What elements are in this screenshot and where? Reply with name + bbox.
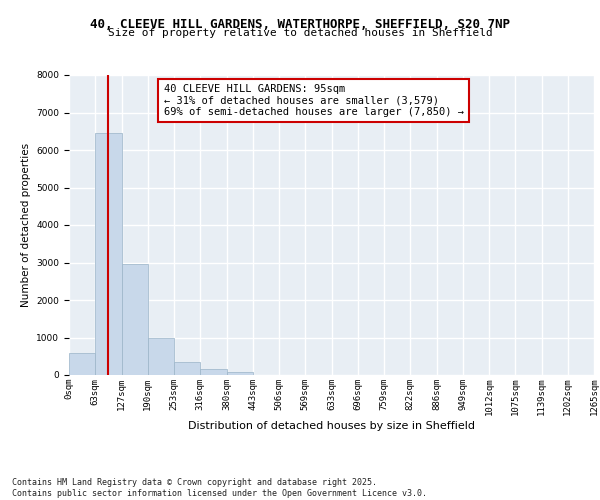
Text: 40, CLEEVE HILL GARDENS, WATERTHORPE, SHEFFIELD, S20 7NP: 40, CLEEVE HILL GARDENS, WATERTHORPE, SH…	[90, 18, 510, 30]
Bar	[200, 369, 227, 375]
Bar	[148, 338, 174, 375]
Text: 40 CLEEVE HILL GARDENS: 95sqm
← 31% of detached houses are smaller (3,579)
69% o: 40 CLEEVE HILL GARDENS: 95sqm ← 31% of d…	[163, 84, 464, 117]
Bar	[174, 362, 200, 375]
X-axis label: Distribution of detached houses by size in Sheffield: Distribution of detached houses by size …	[188, 421, 475, 431]
Bar	[121, 264, 148, 375]
Bar	[95, 133, 121, 375]
Y-axis label: Number of detached properties: Number of detached properties	[21, 143, 31, 307]
Bar	[227, 372, 253, 375]
Bar	[69, 352, 95, 375]
Text: Size of property relative to detached houses in Sheffield: Size of property relative to detached ho…	[107, 28, 493, 38]
Text: Contains HM Land Registry data © Crown copyright and database right 2025.
Contai: Contains HM Land Registry data © Crown c…	[12, 478, 427, 498]
